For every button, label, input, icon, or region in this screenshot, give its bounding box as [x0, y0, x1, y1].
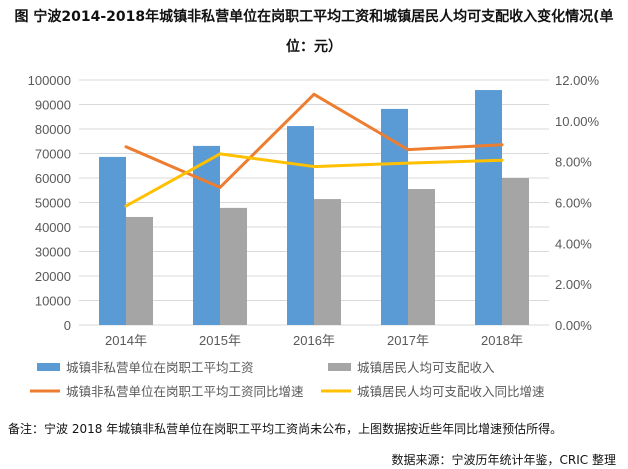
right-tick-label: 2.00% [555, 277, 592, 292]
legend-label: 城镇居民人均可支配收入同比增速 [357, 384, 545, 399]
left-tick-label: 70000 [35, 147, 71, 162]
x-tick-label: 2018年 [481, 333, 523, 348]
line-point [500, 158, 504, 162]
legend-label: 城镇非私营单位在岗职工平均工资 [66, 360, 254, 375]
left-tick-label: 80000 [35, 122, 71, 137]
left-tick-label: 60000 [35, 171, 71, 186]
line-point [500, 143, 504, 147]
bar [381, 108, 408, 325]
legend-swatch [37, 363, 60, 371]
bar [475, 90, 502, 325]
line-point [218, 152, 222, 156]
left-tick-label: 20000 [35, 269, 71, 284]
bar [287, 126, 314, 325]
chart-title-line2: 位：元） [286, 39, 342, 55]
legend-label: 城镇居民人均可支配收入 [357, 361, 495, 375]
x-tick-label: 2014年 [105, 333, 147, 348]
footnote: 备注：宁波 2018 年城镇非私营单位在岗职工平均工资尚未公布，上图数据按近些年… [8, 422, 563, 436]
line-point [406, 148, 410, 152]
left-tick-label: 30000 [35, 245, 71, 260]
left-tick-label: 0 [64, 318, 71, 333]
left-tick-label: 10000 [35, 294, 71, 309]
left-tick-label: 50000 [35, 196, 71, 211]
right-tick-label: 0.00% [555, 318, 592, 333]
line-point [312, 165, 316, 169]
bar [314, 199, 341, 325]
legend-swatch [328, 363, 351, 371]
right-tick-label: 10.00% [555, 114, 600, 129]
legend-label: 城镇非私营单位在岗职工平均工资同比增速 [66, 384, 304, 399]
bar [408, 189, 435, 325]
left-tick-label: 40000 [35, 220, 71, 235]
bar [193, 145, 220, 325]
right-tick-label: 6.00% [555, 196, 592, 211]
line-point [124, 204, 128, 208]
right-tick-label: 12.00% [555, 73, 600, 88]
x-tick-label: 2015年 [199, 333, 241, 348]
left-tick-label: 100000 [28, 73, 71, 88]
line-point [312, 92, 316, 96]
bar [126, 216, 153, 325]
line-point [406, 161, 410, 165]
x-tick-label: 2017年 [387, 333, 429, 348]
bar [502, 178, 529, 325]
left-tick-label: 90000 [35, 98, 71, 113]
bar [99, 156, 126, 325]
chart-title-line1: 图 宁波2014-2018年城镇非私营单位在岗职工平均工资和城镇居民人均可支配收… [14, 9, 614, 25]
line-point [218, 185, 222, 189]
line-point [124, 145, 128, 149]
bar [220, 207, 247, 325]
right-tick-label: 8.00% [555, 155, 592, 170]
x-tick-label: 2016年 [293, 333, 335, 348]
data-source: 数据来源：宁波历年统计年鉴，CRIC 整理 [391, 453, 616, 467]
right-tick-label: 4.00% [555, 236, 592, 251]
